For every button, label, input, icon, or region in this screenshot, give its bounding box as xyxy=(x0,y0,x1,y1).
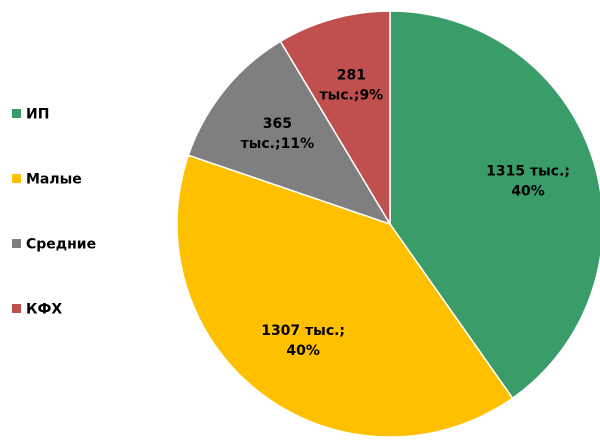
data-label-line: тыс.;11% xyxy=(241,136,315,152)
pie-slice xyxy=(389,10,600,400)
data-label: 365 тыс.;11% xyxy=(241,116,315,152)
data-label-line: 40% xyxy=(286,343,320,359)
data-label: 281 тыс.;9% xyxy=(319,67,383,103)
legend-label: ИП xyxy=(26,107,49,123)
legend-swatch xyxy=(12,109,21,118)
data-label-line: тыс.;9% xyxy=(319,87,383,103)
legend-label: Средние xyxy=(26,237,96,253)
legend-swatch xyxy=(12,174,21,183)
data-label: 1307 тыс.; 40% xyxy=(261,323,345,359)
data-label-line: 1315 тыс.; xyxy=(486,163,570,179)
pie-slice xyxy=(187,40,392,226)
data-label-line: 1307 тыс.; xyxy=(261,323,345,339)
pie-slice xyxy=(279,10,391,227)
data-label-line: 40% xyxy=(511,183,545,199)
legend-swatch xyxy=(12,239,21,248)
data-label-line: 365 xyxy=(263,116,292,132)
data-label-line: 281 xyxy=(337,67,366,83)
pie-slice xyxy=(176,154,514,438)
legend-swatch xyxy=(12,304,21,313)
legend-label: Малые xyxy=(26,172,82,188)
legend-label: КФХ xyxy=(26,302,62,318)
data-label: 1315 тыс.; 40% xyxy=(486,163,570,199)
